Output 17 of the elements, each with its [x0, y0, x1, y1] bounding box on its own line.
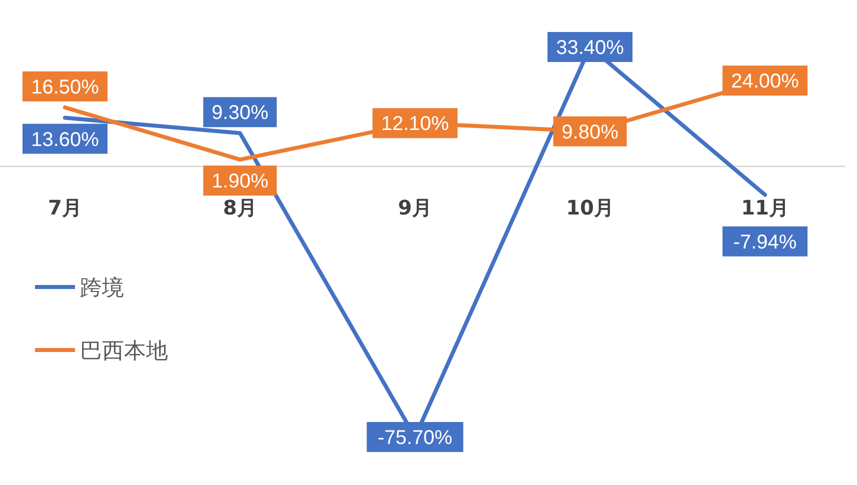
data-label: 12.10% — [381, 113, 450, 136]
data-label: -7.94% — [733, 231, 797, 254]
x-tick-label: 10月 — [566, 195, 614, 220]
legend-label: 巴西本地 — [80, 339, 168, 364]
x-tick-label: 9月 — [398, 195, 432, 220]
data-label: 1.90% — [212, 170, 269, 193]
data-label: 9.80% — [562, 121, 619, 144]
legend-label: 跨境 — [80, 276, 124, 301]
x-tick-label: 8月 — [223, 195, 257, 220]
data-label: 13.60% — [31, 128, 100, 151]
data-label: 24.00% — [731, 70, 800, 93]
data-label: 16.50% — [31, 76, 100, 98]
data-label: 9.30% — [212, 102, 269, 124]
data-label: -75.70% — [378, 427, 452, 449]
x-tick-label: 7月 — [48, 195, 82, 220]
data-label: 33.40% — [556, 37, 624, 59]
x-tick-label: 11月 — [741, 195, 789, 220]
